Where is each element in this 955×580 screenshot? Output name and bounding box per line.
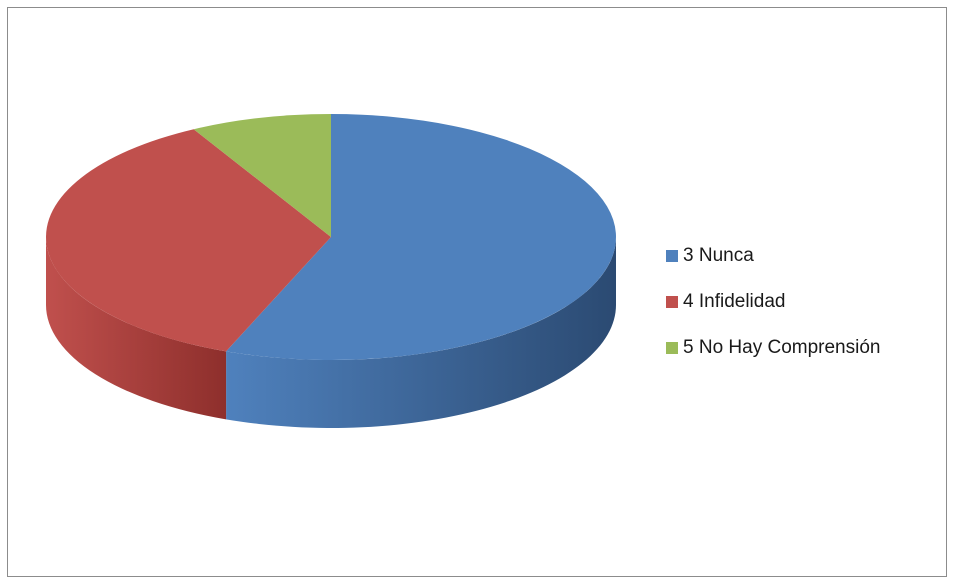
legend-item-nunca: 3 Nunca — [666, 244, 880, 268]
legend-swatch — [666, 296, 678, 308]
pie-slice-3-nunca — [226, 114, 616, 360]
legend-item-infidelidad: 4 Infidelidad — [666, 290, 880, 314]
pie-side-4-infidelidad — [46, 237, 227, 420]
pie-slice-5-no-hay-comprensi-n — [193, 114, 331, 237]
legend-item-no-hay-comprension: 5 No Hay Comprensión — [666, 336, 880, 360]
legend-label: 3 Nunca — [683, 245, 754, 266]
pie-side-3-nunca — [226, 237, 616, 428]
legend-label: 5 No Hay Comprensión — [683, 337, 881, 358]
chart-area: 3 Nunca 4 Infidelidad 5 No Hay Comprensi… — [7, 7, 947, 577]
legend-swatch — [666, 342, 678, 354]
pie-slice-4-infidelidad — [46, 129, 332, 352]
legend: 3 Nunca 4 Infidelidad 5 No Hay Comprensi… — [666, 244, 880, 382]
legend-label: 4 Infidelidad — [683, 291, 786, 312]
legend-swatch — [666, 250, 678, 262]
pie-side-walls — [46, 237, 616, 428]
pie-chart — [46, 114, 616, 428]
